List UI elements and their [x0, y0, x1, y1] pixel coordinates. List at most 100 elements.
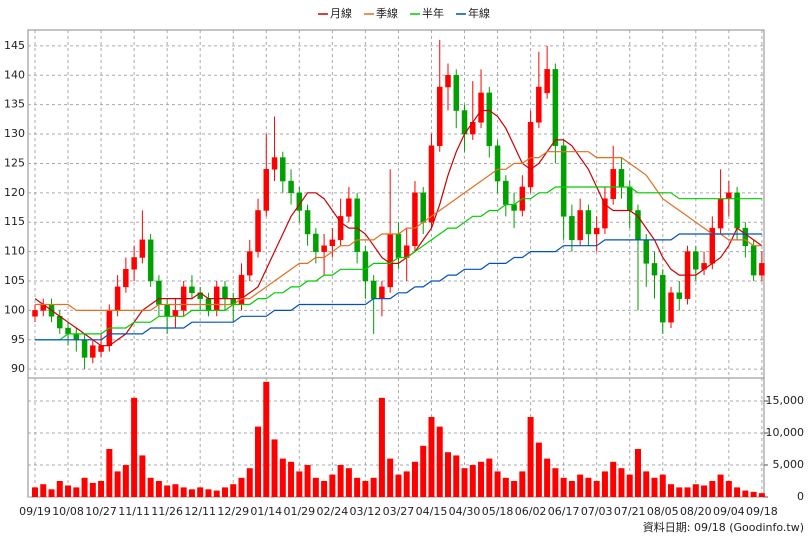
legend-label: 月線 [330, 6, 352, 20]
candle-body [387, 233, 393, 288]
x-tick-label: 03/27 [383, 505, 415, 518]
candle-body [362, 251, 369, 282]
candle-body [593, 227, 600, 235]
volume-bar [197, 487, 204, 497]
candle-body [552, 69, 559, 147]
volume-bar [535, 442, 542, 497]
volume-bar [387, 458, 394, 497]
volume-bar [568, 481, 575, 497]
candle-body [626, 186, 633, 211]
volume-bar [544, 458, 551, 497]
candle-body [90, 345, 96, 358]
legend-label: 半年 [422, 6, 444, 20]
volume-bar [634, 449, 641, 497]
candle-body [618, 169, 625, 188]
x-tick-label: 04/15 [416, 505, 448, 518]
volume-bar [89, 482, 96, 497]
volume-bar [122, 465, 129, 497]
candle-body [379, 286, 385, 299]
volume-bar [370, 477, 377, 497]
volume-bar [725, 481, 732, 497]
candle-body [693, 251, 699, 270]
candle-body [643, 239, 649, 264]
volume-bar [362, 481, 369, 497]
candle-body [172, 310, 179, 317]
y-tick-label: 135 [4, 98, 25, 111]
candle-body [536, 86, 542, 123]
x-tick-label: 11/11 [118, 505, 150, 518]
x-tick-label: 06/17 [548, 505, 580, 518]
candle-body [395, 233, 402, 258]
volume-bar [701, 485, 708, 497]
volume-bar [354, 477, 361, 497]
candle-body [222, 286, 228, 299]
candle-body [560, 145, 567, 217]
volume-bar [205, 489, 212, 497]
x-tick-label: 08/20 [680, 505, 712, 518]
x-tick-label: 10/08 [52, 505, 84, 518]
y-tick-label: 110 [4, 245, 25, 258]
volume-bar [403, 471, 410, 497]
candle-body [98, 345, 104, 352]
volume-bar [692, 484, 699, 497]
x-tick-label: 07/03 [581, 505, 613, 518]
candle-body [123, 269, 129, 288]
volume-bar [255, 426, 262, 497]
volume-bar [271, 439, 278, 497]
volume-bar [601, 471, 608, 497]
volume-bar [684, 487, 691, 497]
volume-bar [81, 477, 88, 497]
volume-bar [560, 477, 567, 497]
volume-bar [577, 474, 584, 497]
y-tick-label: 105 [4, 274, 25, 287]
candle-body [164, 304, 170, 317]
candle-body [759, 263, 765, 276]
candle-body [453, 75, 460, 111]
volume-bar [378, 397, 385, 497]
volume-bar [395, 474, 402, 497]
volume-bar [420, 445, 427, 497]
volume-bar [131, 397, 138, 497]
y2-tick-label: 15,000 [766, 394, 805, 407]
x-tick-label: 09/04 [713, 505, 745, 518]
candle-body [750, 245, 757, 276]
volume-bar [114, 471, 121, 497]
volume-bar [643, 471, 650, 497]
candle-body [445, 75, 451, 88]
candle-body [32, 310, 38, 317]
volume-bar [147, 477, 154, 497]
volume-bar [453, 455, 460, 497]
y-tick-label: 115 [4, 215, 25, 228]
volume-bar [585, 477, 592, 497]
volume-bar [65, 485, 72, 497]
volume-bar [676, 487, 683, 497]
volume-bar [651, 477, 658, 497]
legend-label: 季線 [376, 6, 398, 20]
volume-bar [486, 458, 493, 497]
volume-bar [552, 468, 559, 497]
volume-bar [188, 489, 195, 497]
volume-bar [312, 477, 319, 497]
volume-bar [511, 481, 518, 497]
volume-bar [238, 477, 245, 497]
x-tick-label: 01/14 [250, 505, 282, 518]
candle-body [263, 169, 270, 211]
volume-bar [246, 468, 253, 497]
candle-body [247, 251, 253, 276]
candle-body [73, 333, 80, 341]
volume-bar [345, 468, 352, 497]
y2-tick-label: 0 [797, 490, 804, 503]
candle-body [189, 286, 195, 294]
volume-bar [230, 484, 237, 497]
volume-bar [213, 490, 220, 497]
volume-bar [329, 474, 336, 497]
y-tick-label: 125 [4, 156, 25, 169]
volume-bar [139, 455, 146, 497]
candle-body [271, 157, 278, 170]
candle-body [81, 339, 88, 358]
volume-bar [758, 493, 765, 497]
volume-bar [502, 477, 509, 497]
candle-body [602, 198, 608, 229]
volume-bar [618, 468, 625, 497]
